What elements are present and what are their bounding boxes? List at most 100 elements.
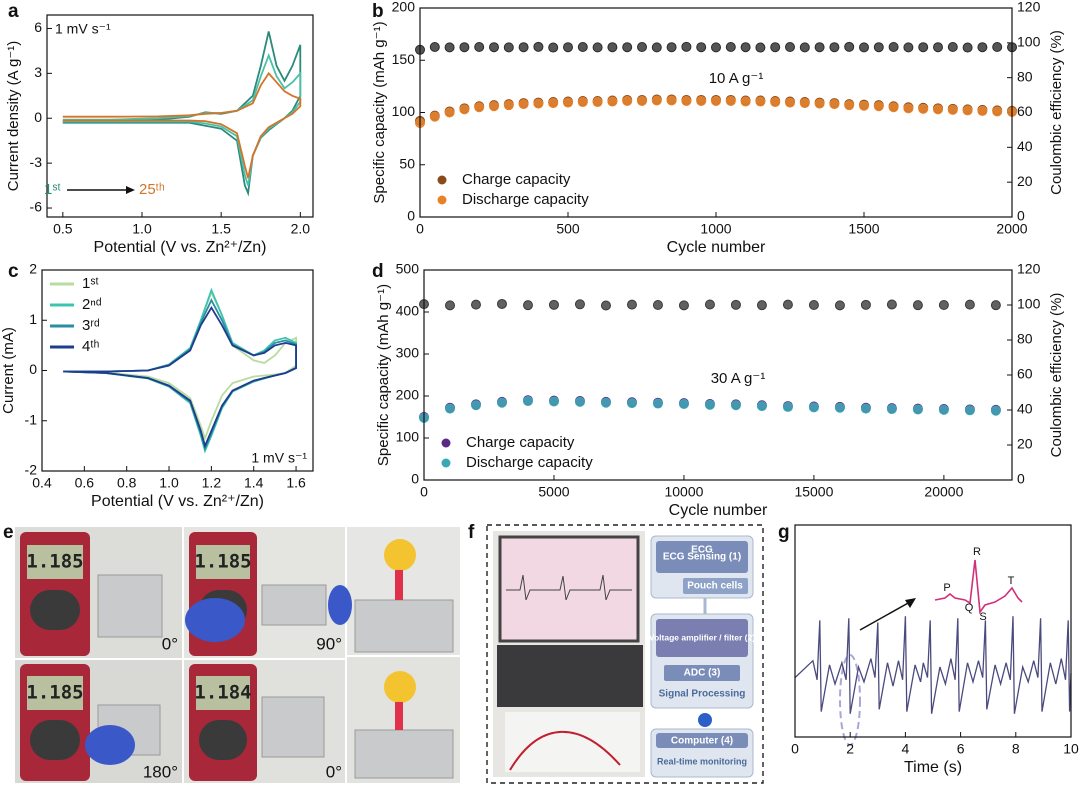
panel-label: g <box>778 522 790 543</box>
legend-label: Charge capacity <box>462 171 571 188</box>
data-point <box>626 299 637 310</box>
meter-reading: 1.185 <box>26 551 83 573</box>
step-label: Computer (4) <box>671 736 733 747</box>
meter-reading: 1.185 <box>194 551 251 573</box>
data-point <box>912 404 923 415</box>
data-point <box>860 403 871 414</box>
step-label: ADC (3) <box>684 668 721 679</box>
pouch-cell <box>97 574 454 779</box>
x-axis-label: Potential (V vs. Zn²⁺/Zn) <box>94 239 267 256</box>
y2-tick-label: 20 <box>1017 173 1033 189</box>
step-label: ECG Sensing (1) <box>663 552 741 563</box>
data-point <box>600 397 611 408</box>
x-tick-label: 1.0 <box>132 221 152 237</box>
data-point <box>977 42 988 53</box>
data-point <box>844 41 855 52</box>
plot-frame <box>423 269 1013 481</box>
legend-label: Discharge capacity <box>462 191 589 208</box>
flowchart <box>650 535 754 778</box>
data-point <box>903 103 914 114</box>
annotation: 1 mV s⁻¹ <box>251 450 307 466</box>
x-tick-label: 5000 <box>538 484 569 500</box>
y-axis-label: Specific capacity (mAh g⁻¹) <box>375 284 392 466</box>
data-line <box>794 616 1072 714</box>
data-point <box>704 299 715 310</box>
x-tick-label: 1.2 <box>202 475 222 491</box>
y-tick-label: 0 <box>411 471 419 487</box>
data-point <box>829 99 840 110</box>
annotation: 1 mV s⁻¹ <box>55 21 111 37</box>
data-point <box>964 299 975 310</box>
y-tick-label: 3 <box>34 64 42 80</box>
x-tick-label: 1500 <box>848 221 879 237</box>
wire <box>509 730 621 771</box>
data-point <box>938 300 949 310</box>
x-tick-label: 2000 <box>996 221 1027 237</box>
legend-label: Charge capacity <box>466 434 575 451</box>
data-point <box>886 299 897 310</box>
data-point <box>725 42 736 53</box>
angle-label: 90° <box>316 634 342 653</box>
x-tick-label: 0.6 <box>75 475 95 491</box>
data-point <box>933 104 943 115</box>
ecg-system: f ECG ECG Sensing (1) Pouch cells Voltag… <box>468 522 764 784</box>
breadboard <box>505 712 640 772</box>
y-tick-label: 100 <box>392 103 416 119</box>
data-point <box>859 42 869 53</box>
y2-tick-label: 80 <box>1017 68 1033 84</box>
data-point <box>834 402 845 413</box>
x-tick-label: 4 <box>902 741 910 757</box>
data-point <box>711 96 721 107</box>
data-line <box>63 290 297 442</box>
data-point <box>474 42 485 53</box>
data-point <box>725 96 736 107</box>
meter-reading: 1.184 <box>194 682 251 704</box>
y-tick-label: 1 <box>29 311 37 327</box>
y2-tick-label: 60 <box>1017 366 1033 382</box>
angle-label: 180° <box>143 762 178 781</box>
data-line <box>63 305 297 449</box>
x-tick-label: 0 <box>791 741 799 757</box>
y2-axis-label: Coulombic efficiency (%) <box>1048 30 1065 195</box>
plot-frame <box>794 524 1072 738</box>
data-point <box>533 41 544 52</box>
plot-frame <box>41 269 314 472</box>
data-point <box>755 96 766 107</box>
data-point <box>429 111 440 122</box>
y-tick-label: 200 <box>396 387 420 403</box>
data-point <box>548 396 559 407</box>
data-point <box>622 96 633 107</box>
legend-swatch <box>437 175 447 185</box>
y-tick-label: 0 <box>407 208 415 224</box>
data-point <box>681 96 692 107</box>
data-point <box>808 402 819 413</box>
data-point <box>755 42 766 53</box>
y-axis-label: Specific capacity (mAh g⁻¹) <box>371 21 388 203</box>
y-tick-label: 50 <box>399 155 415 171</box>
data-point <box>637 96 647 107</box>
data-point <box>607 42 618 53</box>
data-point <box>577 97 588 108</box>
data-point <box>785 97 795 108</box>
data-point <box>964 405 975 416</box>
legend-label: 4ᵗʰ <box>82 338 100 355</box>
data-point <box>489 101 499 112</box>
data-point <box>522 300 533 311</box>
data-point <box>444 403 455 414</box>
data-point <box>518 99 529 110</box>
legend-label: 2ⁿᵈ <box>82 296 102 313</box>
data-point <box>678 398 689 409</box>
legend-label: Discharge capacity <box>466 454 593 471</box>
data-point <box>563 97 573 108</box>
y-tick-label: 0 <box>29 361 37 377</box>
y-axis-label: Current density (A g⁻¹) <box>5 41 22 191</box>
data-point <box>577 42 588 53</box>
data-point <box>496 298 507 309</box>
legend-swatch <box>441 438 451 448</box>
data-point <box>947 104 958 115</box>
x-tick-label: 0.4 <box>32 475 52 491</box>
plot-frame <box>46 14 314 218</box>
data-point <box>518 42 529 53</box>
data-point <box>814 42 825 53</box>
x-tick-label: 1.4 <box>244 475 264 491</box>
